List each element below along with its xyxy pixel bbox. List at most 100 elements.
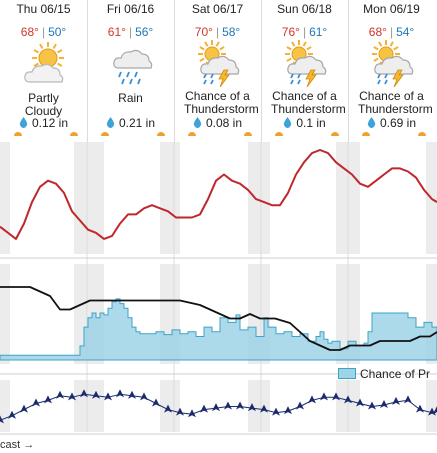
precip-chance-legend-label: Chance of Pr xyxy=(360,367,431,381)
temp-divider: | xyxy=(128,25,133,39)
temp-divider: | xyxy=(41,25,46,39)
wind-direction-icon xyxy=(356,398,364,407)
day-column[interactable]: Fri 06/16 61° | 56° Rain 0.21 in xyxy=(87,0,174,142)
sunset-icon xyxy=(157,132,165,136)
high-temp: 61° xyxy=(107,25,126,39)
sunrise-icon xyxy=(101,132,109,136)
night-band xyxy=(426,380,437,432)
low-temp: 56° xyxy=(135,25,154,39)
wind-direction-icon xyxy=(0,415,4,424)
wind-direction-icon xyxy=(332,392,340,401)
wind-direction-icon xyxy=(20,404,28,413)
day-name: Fri 06/16 xyxy=(106,2,155,16)
wind-direction-icon xyxy=(272,407,280,416)
wind-direction-icon xyxy=(308,395,316,404)
wind-direction-icon xyxy=(380,400,388,408)
temp-divider: | xyxy=(215,25,220,39)
low-temp: 58° xyxy=(222,25,241,39)
day-column[interactable]: Sat 06/17 70° | 58° Chance of a Thunderstorm… xyxy=(174,0,261,142)
day-temps: 70° | 58° xyxy=(174,25,261,39)
raindrop-icon xyxy=(367,117,376,128)
wind-direction-icon xyxy=(44,395,52,404)
night-band xyxy=(426,264,437,364)
wind-direction-icon xyxy=(260,404,268,413)
rain-icon xyxy=(107,40,155,88)
temp-divider: | xyxy=(302,25,307,39)
high-temp: 76° xyxy=(281,25,300,39)
wind-direction-icon xyxy=(236,401,244,410)
precip-amount: 0.21 in xyxy=(118,116,156,130)
day-condition: Chance of a Thunderstorm xyxy=(271,89,346,116)
wind-direction-icon xyxy=(104,392,112,401)
day-column[interactable]: Thu 06/15 68° | 50° Partly Cloudy 0.12 in xyxy=(0,0,87,142)
sunrise-icon xyxy=(188,132,196,136)
wind-direction-icon xyxy=(176,407,184,416)
sunrise-icon xyxy=(275,132,283,136)
day-name: Sun 06/18 xyxy=(277,2,332,16)
sunrise-icon xyxy=(362,132,370,136)
precip-amount: 0.69 in xyxy=(379,116,417,130)
day-condition: Chance of a Thunderstorm xyxy=(184,89,259,116)
thunderstorm-icon xyxy=(194,40,242,88)
day-separator xyxy=(261,0,262,142)
dew-point-line xyxy=(0,286,437,351)
wind-direction-icon xyxy=(212,403,220,412)
wind-direction-icon xyxy=(8,410,16,419)
day-precip: 0.21 in xyxy=(87,116,174,130)
temperature-line xyxy=(0,149,437,240)
wind-direction-icon xyxy=(320,392,328,401)
day-temps: 68° | 50° xyxy=(0,25,87,39)
high-temp: 70° xyxy=(194,25,213,39)
day-temps: 61° | 56° xyxy=(87,25,174,39)
night-band xyxy=(160,380,180,432)
night-band xyxy=(74,142,104,254)
precip-chance-legend-swatch xyxy=(338,368,356,379)
sunset-icon xyxy=(418,132,426,136)
wind-direction-icon xyxy=(152,398,160,407)
wind-direction-icon xyxy=(188,409,196,418)
thunderstorm-icon xyxy=(368,40,416,88)
wind-direction-icon xyxy=(368,401,376,410)
wind-direction-icon xyxy=(116,389,124,398)
wind-direction-icon xyxy=(296,401,304,410)
night-band xyxy=(248,380,270,432)
precip-amount: 0.1 in xyxy=(296,116,326,130)
wind-direction-icon xyxy=(80,389,88,398)
day-separator xyxy=(174,0,175,142)
day-name: Mon 06/19 xyxy=(363,2,420,16)
wind-direction-icon xyxy=(200,404,208,413)
sunrise-icon xyxy=(14,132,22,136)
night-band xyxy=(0,380,10,432)
low-temp: 54° xyxy=(396,25,415,39)
precip-chance-area xyxy=(0,298,437,361)
high-temp: 68° xyxy=(20,25,39,39)
sunset-icon xyxy=(244,132,252,136)
raindrop-icon xyxy=(284,117,292,128)
high-temp: 68° xyxy=(368,25,387,39)
temp-divider: | xyxy=(389,25,394,39)
raindrop-icon xyxy=(106,117,115,128)
wind-direction-icon xyxy=(140,392,148,401)
day-precip: 0.69 in xyxy=(348,116,435,130)
precip-chance-legend: Chance of Pr xyxy=(338,367,430,381)
wind-direction-icon xyxy=(344,395,352,404)
wind-direction-icon xyxy=(433,406,437,415)
night-band xyxy=(0,142,10,254)
hourly-graphs xyxy=(0,142,437,435)
day-column[interactable]: Sun 06/18 76° | 61° Chance of a Thunderstorm… xyxy=(261,0,348,142)
thunderstorm-icon xyxy=(281,40,329,88)
day-column[interactable]: Mon 06/19 68° | 54° Chance of a Thunderstorm… xyxy=(348,0,435,142)
wind-direction-icon xyxy=(92,390,100,399)
day-temps: 76° | 61° xyxy=(261,25,348,39)
day-condition: Rain xyxy=(118,91,143,105)
wind-direction-icon xyxy=(224,401,232,410)
sunset-icon xyxy=(70,132,78,136)
raindrop-icon xyxy=(19,117,28,128)
night-band xyxy=(160,142,180,254)
wind-direction-icon xyxy=(392,396,400,405)
low-temp: 61° xyxy=(309,25,328,39)
forecast-link[interactable]: cast → xyxy=(0,439,35,451)
wind-direction-icon xyxy=(164,404,172,413)
daily-forecast-strip: Thu 06/15 68° | 50° Partly Cloudy 0.12 in Fri … xyxy=(0,0,437,142)
day-condition: Chance of a Thunderstorm xyxy=(358,89,433,116)
